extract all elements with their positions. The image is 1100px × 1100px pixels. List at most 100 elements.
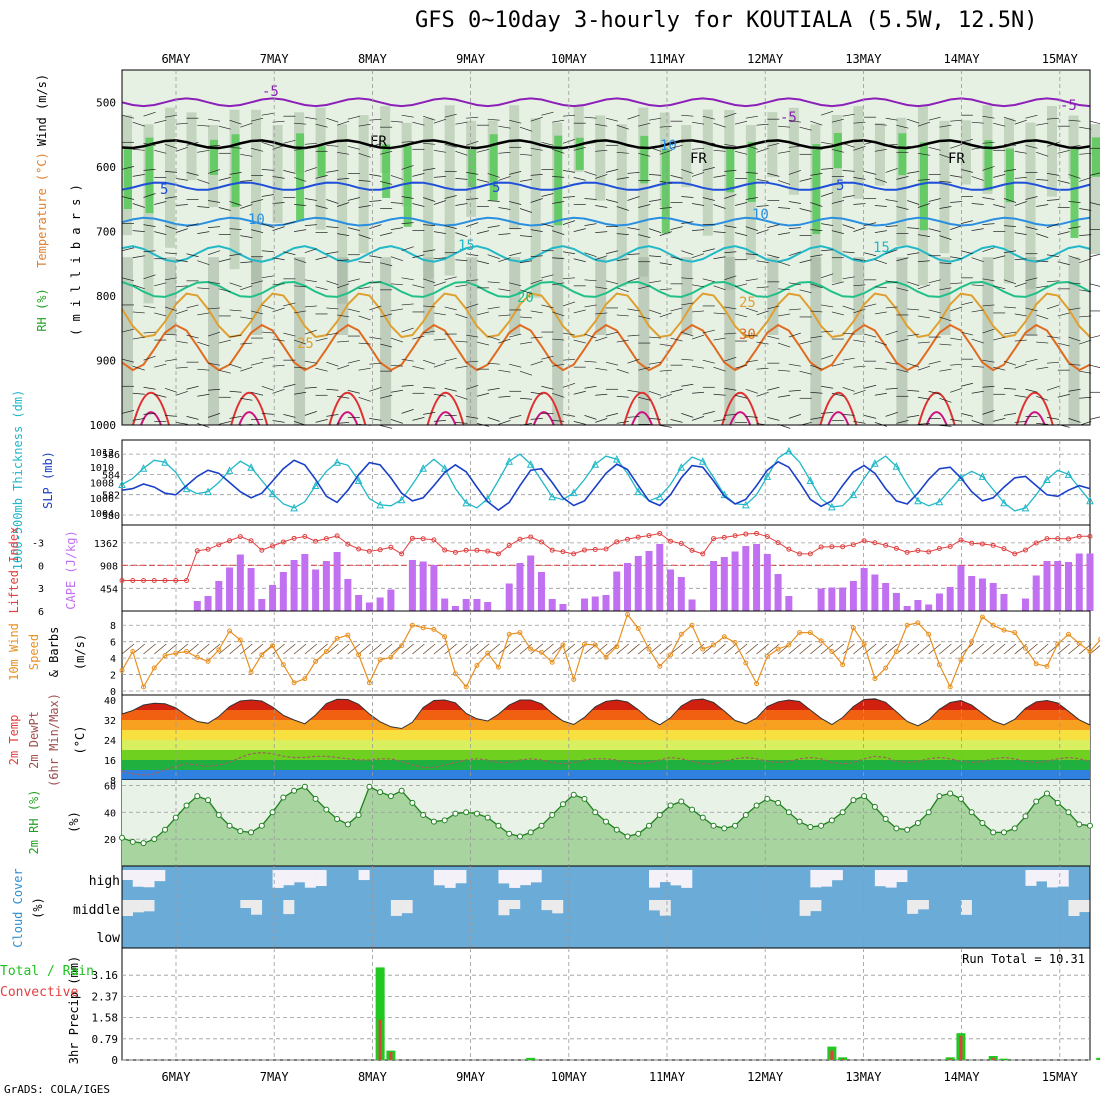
wind-barb bbox=[950, 225, 963, 230]
wind-barb bbox=[939, 181, 952, 183]
wind-barb bbox=[143, 331, 156, 334]
wind-barb bbox=[433, 176, 446, 178]
thickness-marker bbox=[268, 489, 277, 498]
wind-barb bbox=[369, 118, 382, 121]
cape-bar bbox=[763, 554, 771, 611]
wind-barb bbox=[261, 304, 274, 310]
precip-tick: 0 bbox=[111, 1054, 118, 1067]
li-marker bbox=[162, 578, 168, 584]
ylabel-wind: Wind (m/s) bbox=[35, 74, 49, 146]
isotherm-label: 25 bbox=[739, 295, 756, 311]
wind-barb bbox=[175, 366, 188, 369]
isotherm-label: FR bbox=[948, 151, 965, 167]
wind-barb bbox=[1014, 394, 1027, 398]
temp-band bbox=[122, 698, 1090, 700]
rh-shade-mid bbox=[939, 120, 950, 254]
cape-bar bbox=[365, 602, 373, 611]
wind-barb bbox=[487, 200, 500, 202]
precip-tick: 2.37 bbox=[92, 990, 119, 1003]
li-marker bbox=[184, 578, 190, 584]
wind-barb-10m bbox=[1025, 643, 1038, 655]
cloud-high-cell bbox=[831, 870, 843, 881]
li-marker bbox=[743, 531, 749, 537]
wind-barb bbox=[250, 229, 264, 233]
wind-barb bbox=[573, 309, 586, 314]
wind-barb bbox=[530, 198, 543, 203]
wind-barb bbox=[175, 146, 188, 152]
cape-bar bbox=[656, 544, 664, 611]
cape-bar bbox=[408, 560, 416, 611]
wind-barb bbox=[466, 360, 479, 363]
wind-barb bbox=[315, 256, 328, 261]
cloud-high-cell bbox=[272, 870, 284, 888]
rh-marker bbox=[398, 787, 405, 794]
wind-barb bbox=[261, 275, 274, 279]
li-marker bbox=[614, 539, 620, 545]
wind-barb bbox=[487, 254, 500, 260]
rh-shade-high bbox=[661, 148, 670, 234]
wind-barb bbox=[982, 385, 995, 388]
rh-marker bbox=[409, 799, 416, 806]
wind-barb bbox=[810, 147, 823, 150]
wind-marker bbox=[141, 684, 147, 690]
thickness-marker bbox=[1043, 475, 1051, 483]
pressure-tick: 500 bbox=[96, 96, 116, 109]
li-marker bbox=[345, 541, 351, 547]
li-marker bbox=[280, 539, 286, 545]
wind-marker bbox=[926, 631, 932, 637]
wind-barb bbox=[390, 175, 403, 180]
wind-barb bbox=[229, 363, 242, 369]
li-marker bbox=[270, 543, 276, 549]
wind-barb bbox=[197, 206, 210, 208]
wind-barb bbox=[1057, 149, 1070, 154]
wind-barb bbox=[530, 116, 543, 122]
wind-barb bbox=[304, 116, 317, 120]
wind-barb bbox=[1046, 304, 1060, 310]
wind-marker bbox=[581, 641, 587, 647]
wind-barb bbox=[777, 180, 791, 185]
li-marker bbox=[797, 551, 803, 557]
wind-marker bbox=[1065, 631, 1071, 637]
cape-bar bbox=[753, 544, 761, 611]
isotherm-35 bbox=[328, 391, 367, 426]
cape-bar bbox=[204, 596, 212, 611]
wind-barb bbox=[702, 411, 715, 415]
cape-bar bbox=[1000, 594, 1008, 611]
wind-barb bbox=[713, 337, 726, 341]
wind-barb bbox=[337, 120, 350, 126]
cape-bar bbox=[279, 572, 287, 611]
wind-barb bbox=[896, 176, 909, 180]
wind-marker bbox=[227, 628, 233, 634]
wind-barb bbox=[1003, 169, 1017, 172]
wind-barb bbox=[595, 205, 608, 208]
pressure-tick: 900 bbox=[96, 354, 116, 367]
wind-barb bbox=[810, 335, 823, 339]
li-marker bbox=[495, 551, 501, 557]
wind-barb bbox=[756, 341, 769, 345]
wind-barb bbox=[390, 337, 403, 343]
rh-shade-low bbox=[1068, 257, 1080, 425]
cape-bar bbox=[419, 561, 427, 611]
li-marker bbox=[119, 578, 125, 584]
wind-barb bbox=[369, 418, 382, 421]
wind-barb bbox=[917, 179, 930, 181]
rh-shade-mid bbox=[380, 106, 391, 173]
wind-barb bbox=[315, 175, 328, 179]
wind-barb bbox=[788, 389, 801, 392]
li-marker bbox=[1065, 536, 1071, 542]
wind-barb bbox=[347, 197, 360, 201]
wind-barb bbox=[240, 342, 253, 345]
wind-barb bbox=[724, 143, 737, 147]
cape-bar bbox=[634, 556, 642, 611]
wind-barb bbox=[950, 143, 963, 149]
wind-barb bbox=[971, 365, 984, 368]
wind-barb bbox=[1057, 393, 1070, 398]
wind-barb bbox=[175, 340, 188, 344]
rh-marker bbox=[785, 809, 792, 816]
wind-barb bbox=[982, 410, 995, 415]
wind-barb bbox=[605, 169, 619, 173]
wind-barb bbox=[907, 171, 920, 174]
wind-marker bbox=[969, 639, 975, 645]
wind-barb-10m bbox=[1035, 643, 1049, 655]
wind-marker bbox=[377, 657, 383, 663]
